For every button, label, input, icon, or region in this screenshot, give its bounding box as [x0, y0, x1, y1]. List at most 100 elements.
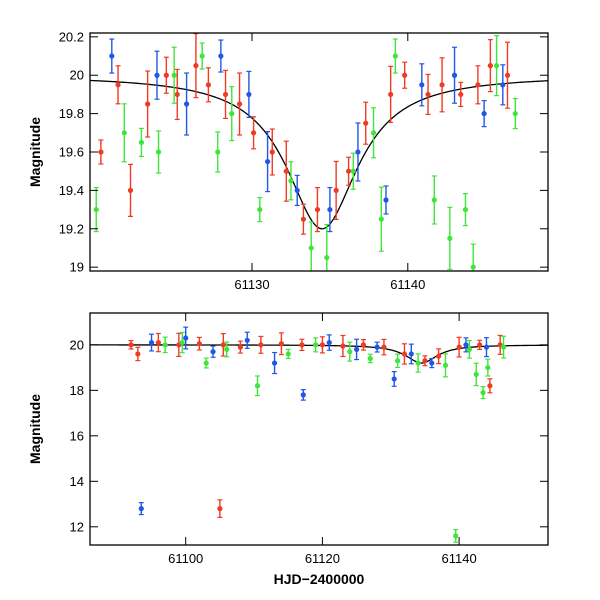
data-marker [415, 360, 421, 366]
data-marker [294, 187, 300, 193]
data-marker [193, 63, 199, 69]
data-marker [487, 383, 493, 389]
top-data-point [174, 68, 180, 121]
top-data-point [388, 65, 394, 124]
top-data-point [283, 140, 289, 202]
bottom-data-point [135, 346, 141, 362]
top-data-point [439, 57, 445, 113]
bottom-data-point [497, 334, 503, 355]
data-marker [271, 360, 278, 366]
bottom-series-1 [138, 326, 490, 516]
data-marker [210, 349, 216, 355]
bottom-data-point [466, 340, 472, 359]
data-marker [391, 376, 397, 382]
data-marker [353, 346, 360, 352]
data-marker [333, 187, 339, 193]
data-marker [374, 344, 380, 350]
data-marker [392, 53, 398, 59]
data-marker [283, 168, 289, 174]
data-marker [483, 344, 490, 350]
top-data-point [378, 186, 384, 252]
top-data-point [481, 100, 487, 128]
top-data-point [155, 130, 162, 174]
top-data-point [402, 61, 408, 89]
bottom-data-point [155, 332, 161, 353]
top-data-point [458, 81, 464, 108]
data-marker [258, 342, 264, 348]
data-marker [367, 355, 373, 362]
data-marker [237, 344, 243, 350]
data-marker [419, 82, 425, 88]
bottom-data-point [258, 335, 264, 354]
top-data-point [308, 221, 314, 271]
data-marker [363, 120, 369, 126]
top-data-point [127, 163, 134, 217]
data-marker [205, 82, 211, 88]
bottom-series-2 [162, 331, 507, 543]
bottom-data-point [183, 326, 189, 350]
data-marker [345, 168, 352, 174]
data-marker [493, 63, 500, 69]
data-marker [381, 344, 387, 350]
top-y-axis-label: Magnitude [27, 117, 43, 187]
top-data-point [257, 196, 263, 223]
data-marker [300, 216, 307, 222]
top-data-point [154, 50, 160, 100]
bottom-y-tick-label: 16 [70, 428, 84, 443]
top-data-point [269, 128, 275, 176]
bottom-data-point [442, 353, 449, 378]
data-marker [299, 342, 305, 348]
top-data-point [355, 122, 361, 182]
data-marker [475, 82, 481, 88]
data-marker [504, 72, 511, 78]
data-marker [264, 158, 271, 165]
bottom-x-tick-label: 61140 [442, 551, 477, 566]
top-data-point [121, 103, 127, 163]
top-data-point [512, 98, 518, 130]
top-data-point [447, 206, 453, 270]
top-data-point [236, 72, 243, 136]
data-marker [319, 342, 326, 348]
data-marker [229, 111, 235, 117]
bottom-y-tick-label: 12 [70, 519, 84, 534]
top-y-tick-label: 20 [70, 68, 84, 83]
top-data-point [493, 35, 500, 97]
bottom-data-point [360, 338, 367, 351]
data-marker [154, 72, 160, 78]
top-data-point [163, 56, 169, 94]
top-data-point [199, 42, 205, 70]
bottom-data-point [463, 337, 469, 353]
data-marker [288, 178, 294, 184]
bottom-data-point [477, 339, 483, 350]
data-marker [224, 346, 230, 352]
data-marker [199, 53, 205, 59]
bottom-x-tick-label: 61100 [168, 551, 203, 566]
bottom-y-tick-label: 18 [70, 383, 84, 398]
top-data-point [419, 63, 425, 107]
top-y-tick-label: 20.2 [59, 29, 84, 44]
data-marker [350, 168, 356, 174]
bottom-data-point [278, 332, 285, 356]
data-marker [183, 335, 189, 341]
bottom-data-point [217, 499, 223, 518]
data-marker [487, 63, 493, 69]
data-marker [203, 360, 209, 366]
top-data-point [145, 70, 151, 138]
top-data-point [425, 73, 431, 116]
top-data-point [314, 186, 321, 233]
bottom-data-point [487, 378, 493, 394]
top-y-tick-label: 19.2 [59, 221, 84, 236]
data-marker [148, 339, 155, 346]
bottom-y-tick-label: 14 [70, 474, 84, 489]
data-marker [244, 337, 250, 343]
top-data-point [324, 223, 330, 271]
top-data-point [288, 161, 294, 201]
top-y-tick-label: 19 [70, 260, 84, 275]
top-data-point [462, 192, 469, 227]
data-marker [388, 91, 394, 98]
data-marker [462, 206, 469, 213]
data-marker [236, 101, 243, 107]
data-marker [477, 342, 483, 348]
data-marker [269, 149, 275, 155]
bottom-series-0 [128, 332, 503, 518]
